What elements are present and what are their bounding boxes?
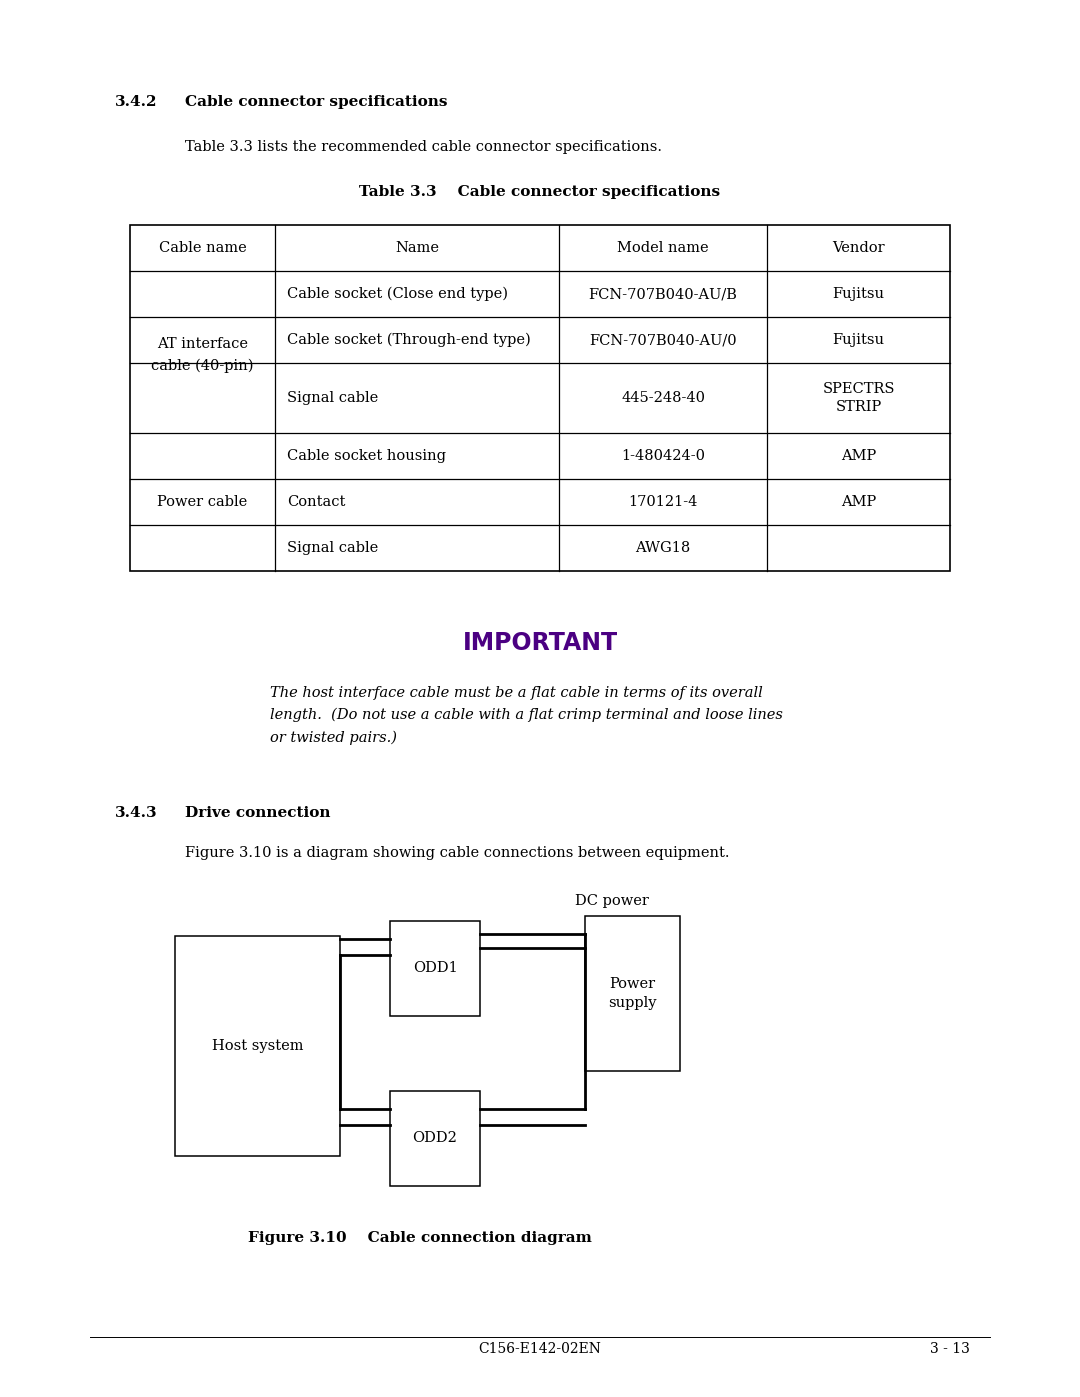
Text: 170121-4: 170121-4 [629,495,698,509]
Text: Figure 3.10 is a diagram showing cable connections between equipment.: Figure 3.10 is a diagram showing cable c… [185,847,729,861]
Text: Signal cable: Signal cable [287,391,378,405]
Text: 3 - 13: 3 - 13 [930,1343,970,1356]
Text: Model name: Model name [617,242,708,256]
Text: Host system: Host system [212,1039,303,1053]
Text: Cable connector specifications: Cable connector specifications [185,95,447,109]
Bar [585,916,680,1071]
Text: SPECTRS
STRIP: SPECTRS STRIP [822,381,894,414]
Text: ODD1: ODD1 [413,961,457,975]
Text: Fujitsu: Fujitsu [833,332,885,346]
Text: Figure 3.10    Cable connection diagram: Figure 3.10 Cable connection diagram [248,1231,592,1245]
Text: Contact: Contact [287,495,346,509]
Bar [390,921,480,1016]
Text: cable (40-pin): cable (40-pin) [151,359,254,373]
Text: 3.4.3: 3.4.3 [114,806,158,820]
Text: Name: Name [395,242,438,256]
Text: Cable socket (Close end type): Cable socket (Close end type) [287,286,508,302]
Text: AMP: AMP [841,448,876,462]
Text: Power cable: Power cable [158,495,247,509]
Text: AT interface: AT interface [157,337,248,351]
Text: ODD2: ODD2 [413,1132,458,1146]
Text: Signal cable: Signal cable [287,541,378,555]
Text: AWG18: AWG18 [635,541,690,555]
Text: Power
supply: Power supply [608,977,657,1010]
Bar [130,225,950,571]
Text: 445-248-40: 445-248-40 [621,391,705,405]
Text: IMPORTANT: IMPORTANT [462,631,618,655]
Text: Cable socket housing: Cable socket housing [287,448,446,462]
Text: Table 3.3 lists the recommended cable connector specifications.: Table 3.3 lists the recommended cable co… [185,140,662,154]
Text: DC power: DC power [575,894,649,908]
Text: Cable socket (Through-end type): Cable socket (Through-end type) [287,332,530,348]
Text: FCN-707B040-AU/B: FCN-707B040-AU/B [589,286,738,300]
Text: Vendor: Vendor [833,242,885,256]
Text: Table 3.3    Cable connector specifications: Table 3.3 Cable connector specifications [360,184,720,198]
Text: Fujitsu: Fujitsu [833,286,885,300]
Text: AMP: AMP [841,495,876,509]
Text: C156-E142-02EN: C156-E142-02EN [478,1343,602,1356]
Text: Cable name: Cable name [159,242,246,256]
Text: Drive connection: Drive connection [185,806,330,820]
Text: 3.4.2: 3.4.2 [114,95,158,109]
Bar [175,936,340,1155]
Bar [390,1091,480,1186]
Text: FCN-707B040-AU/0: FCN-707B040-AU/0 [590,332,737,346]
Text: The host interface cable must be a flat cable in terms of its overall
length.  (: The host interface cable must be a flat … [270,686,783,745]
Text: 1-480424-0: 1-480424-0 [621,448,705,462]
